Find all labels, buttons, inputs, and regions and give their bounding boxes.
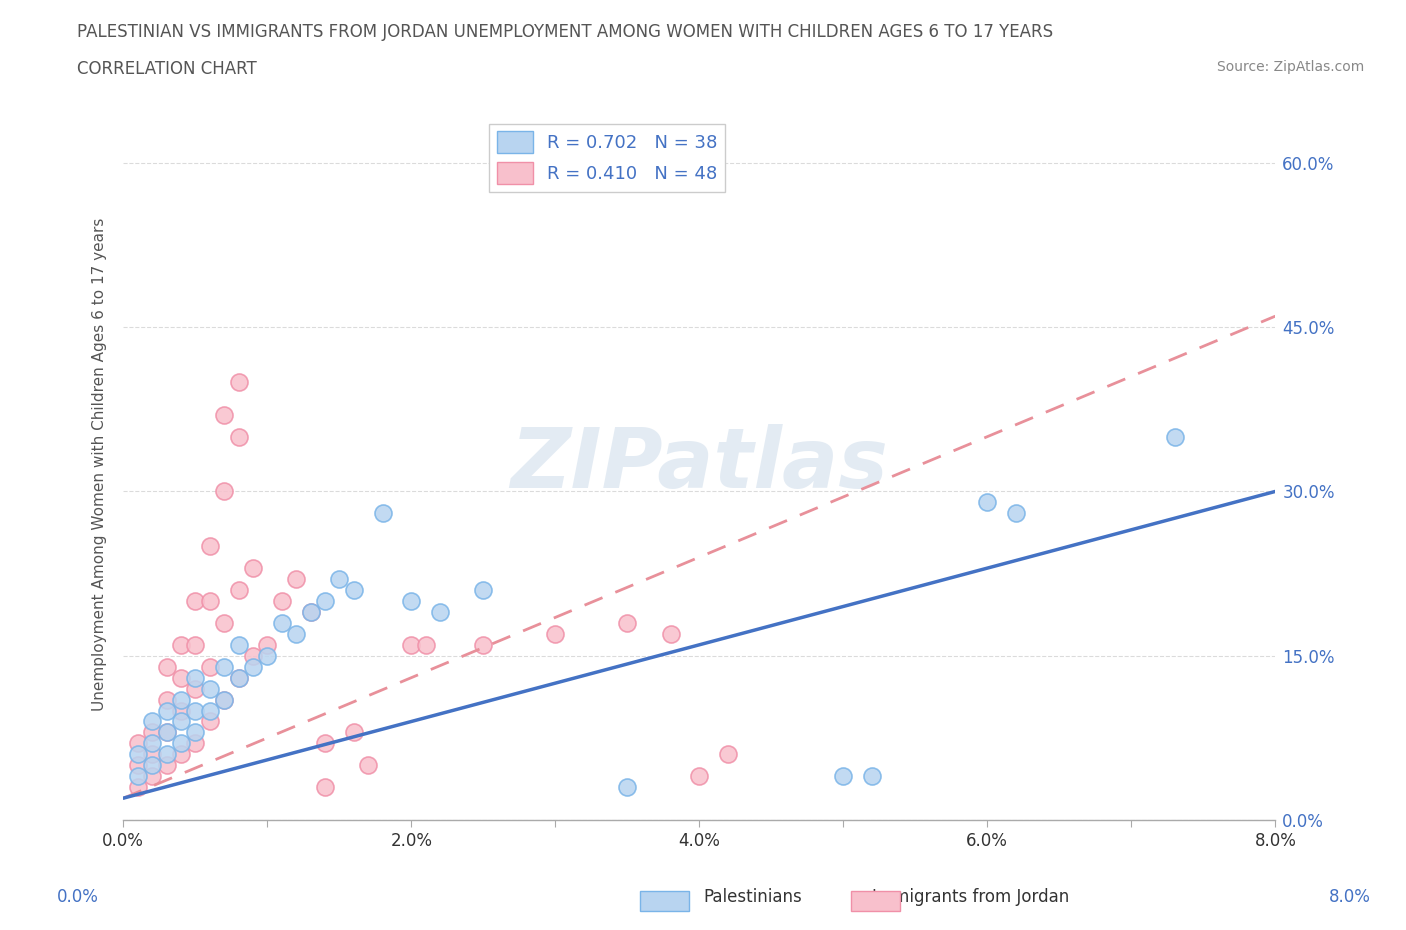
Point [198,703,221,718]
Point [401,637,423,652]
Point [170,747,193,762]
Text: CORRELATION CHART: CORRELATION CHART [77,60,257,78]
Point [242,659,264,674]
Point [198,681,221,696]
Point [170,671,193,685]
Point [371,506,394,521]
Point [141,714,163,729]
Text: Palestinians: Palestinians [703,888,801,907]
Point [270,593,292,608]
Point [170,714,193,729]
Point [401,593,423,608]
Point [212,484,235,498]
Point [184,681,207,696]
Point [832,769,855,784]
Point [155,747,177,762]
Text: Source: ZipAtlas.com: Source: ZipAtlas.com [1216,60,1364,74]
Point [314,736,336,751]
Point [155,703,177,718]
Point [155,692,177,707]
Point [228,637,250,652]
Point [717,747,740,762]
Point [170,692,193,707]
Point [127,747,149,762]
Point [285,572,308,587]
Point [343,582,366,597]
Point [242,648,264,663]
Point [155,659,177,674]
Text: 0.0%: 0.0% [56,888,98,907]
Legend: R = 0.702   N = 38, R = 0.410   N = 48: R = 0.702 N = 38, R = 0.410 N = 48 [489,124,725,192]
Point [212,692,235,707]
Point [860,769,883,784]
Point [184,725,207,740]
Point [328,572,350,587]
Point [429,604,451,619]
Point [299,604,322,619]
Point [198,593,221,608]
Point [472,582,495,597]
Point [343,725,366,740]
Point [127,779,149,794]
Point [141,725,163,740]
Point [198,538,221,553]
Point [314,779,336,794]
Y-axis label: Unemployment Among Women with Children Ages 6 to 17 years: Unemployment Among Women with Children A… [93,218,107,711]
Text: Immigrants from Jordan: Immigrants from Jordan [872,888,1069,907]
Point [127,758,149,773]
Point [198,714,221,729]
Point [357,758,380,773]
Point [544,627,567,642]
Point [141,747,163,762]
Point [299,604,322,619]
Point [170,637,193,652]
Point [270,616,292,631]
Point [184,703,207,718]
Point [184,593,207,608]
Point [170,703,193,718]
Point [212,407,235,422]
Point [141,758,163,773]
Point [155,758,177,773]
Point [688,769,710,784]
Point [155,725,177,740]
Point [659,627,682,642]
Point [472,637,495,652]
Point [256,637,278,652]
Point [198,659,221,674]
Point [141,736,163,751]
Point [285,627,308,642]
Point [184,671,207,685]
Text: PALESTINIAN VS IMMIGRANTS FROM JORDAN UNEMPLOYMENT AMONG WOMEN WITH CHILDREN AGE: PALESTINIAN VS IMMIGRANTS FROM JORDAN UN… [77,23,1053,41]
Point [212,659,235,674]
Point [184,637,207,652]
Point [228,671,250,685]
Point [127,769,149,784]
Text: ZIPatlas: ZIPatlas [510,423,889,505]
Text: 8.0%: 8.0% [1329,888,1371,907]
Point [1163,430,1185,445]
Point [242,561,264,576]
Point [155,725,177,740]
Point [314,593,336,608]
Point [228,430,250,445]
Point [976,495,998,510]
Point [228,375,250,390]
Point [415,637,437,652]
Point [256,648,278,663]
Point [212,692,235,707]
Point [616,616,638,631]
Point [616,779,638,794]
Point [141,769,163,784]
Point [228,582,250,597]
Point [170,736,193,751]
Point [127,736,149,751]
Point [1005,506,1028,521]
Point [184,736,207,751]
Point [228,671,250,685]
Point [212,616,235,631]
